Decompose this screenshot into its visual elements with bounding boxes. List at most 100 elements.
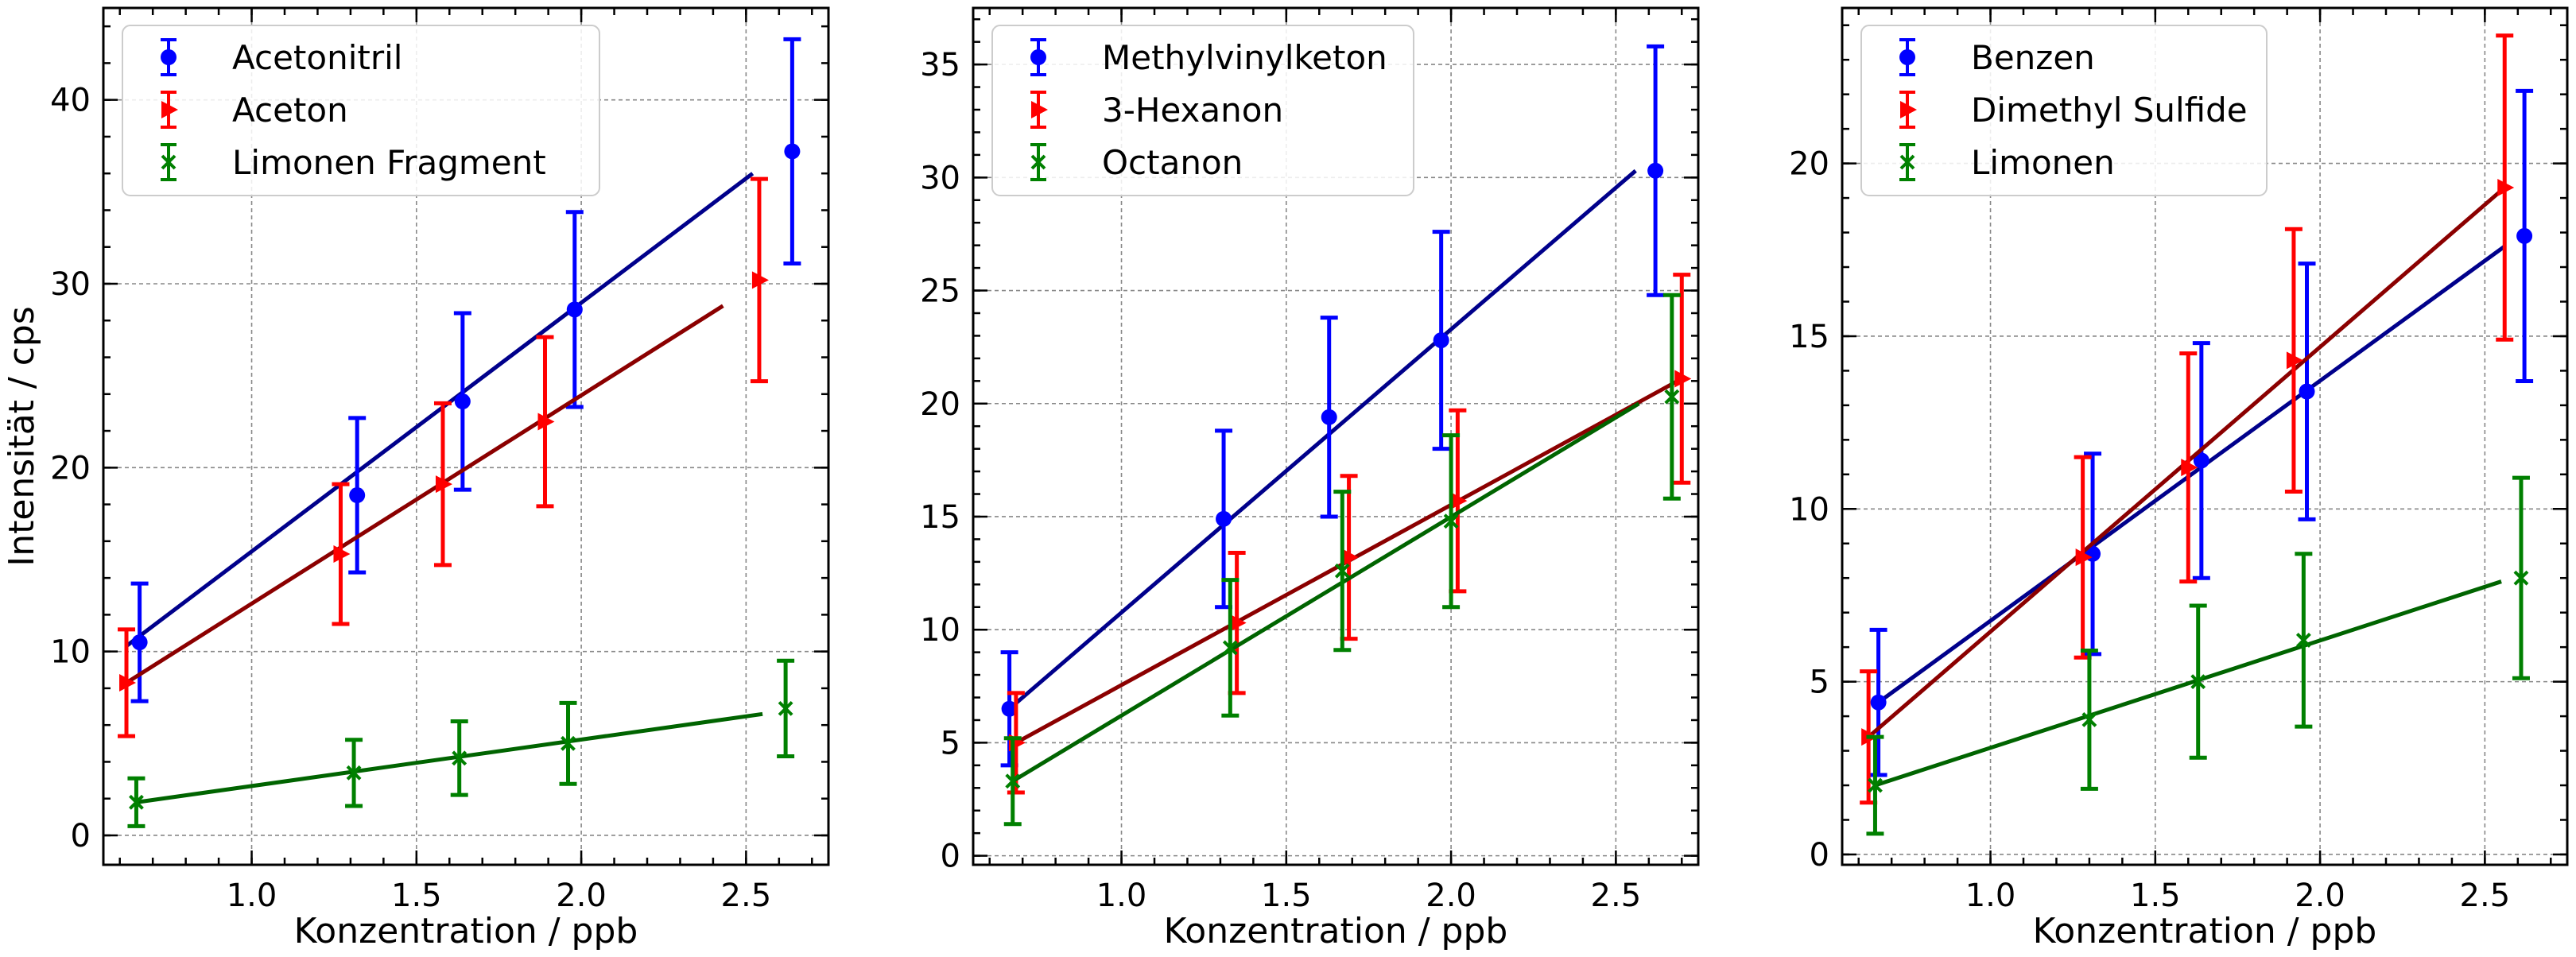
- data-point: [1001, 700, 1018, 717]
- fit-line: [136, 711, 763, 804]
- data-point: [561, 735, 576, 751]
- legend-label: Octanon: [1102, 143, 1243, 182]
- series: [127, 658, 795, 828]
- legend-label: Benzen: [1971, 38, 2095, 77]
- data-point: [1341, 548, 1359, 567]
- y-tick-label: 5: [1810, 664, 1829, 701]
- legend-marker: [1030, 49, 1046, 65]
- plot-area: [1860, 33, 2534, 836]
- legend-marker: [161, 154, 177, 170]
- data-point: [349, 487, 366, 504]
- legend-marker: [161, 49, 177, 65]
- chart-panel-1: 1.0 1.5 2.0 2.5 0 10 20 30 40 Konzentration / ppb…: [50, 6, 830, 951]
- data-point: [435, 475, 452, 494]
- x-tick-label: 1.0: [1965, 878, 2016, 914]
- legend: Methylvinylketon 3-Hexanon Octanon: [991, 25, 1414, 196]
- data-point: [2081, 712, 2097, 727]
- series: [118, 176, 769, 738]
- legend-label: Limonen: [1971, 143, 2115, 182]
- plot-area: [1000, 44, 1692, 827]
- y-tick-label: 25: [920, 273, 960, 310]
- legend-marker: [1899, 154, 1915, 170]
- fit-line: [125, 304, 724, 685]
- data-point: [346, 765, 362, 781]
- data-point: [2516, 227, 2533, 244]
- data-point: [1443, 513, 1459, 529]
- x-tick-label: 2.0: [1426, 878, 1476, 914]
- x-tick-label: 2.0: [2295, 878, 2345, 914]
- data-point: [1222, 640, 1238, 656]
- data-point: [751, 271, 769, 289]
- x-tick-label: 1.0: [1096, 878, 1147, 914]
- series: [1003, 293, 1681, 827]
- grid: [103, 8, 828, 865]
- y-tick-label: 15: [1789, 319, 1829, 355]
- legend-label: Limonen Fragment: [232, 143, 546, 182]
- legend-label: Acetonitril: [232, 38, 402, 77]
- data-point: [2513, 570, 2529, 586]
- plot-area: [118, 37, 801, 828]
- chart-panel-3: 1.0 1.5 2.0 2.5 0 5 10 15 20 Konzentration / ppb B…: [1789, 6, 2569, 951]
- legend-label: Aceton: [232, 91, 348, 130]
- data-point: [784, 143, 801, 160]
- data-point: [1450, 492, 1468, 510]
- data-point: [2299, 383, 2315, 400]
- data-point: [1870, 694, 1887, 711]
- y-tick-label: 20: [50, 450, 91, 486]
- data-point: [2181, 459, 2198, 477]
- y-tick-label: 20: [920, 386, 960, 423]
- legend-box: [122, 25, 600, 196]
- x-tick-label: 1.5: [1261, 878, 1312, 914]
- data-point: [1334, 563, 1350, 579]
- legend-marker: [1030, 154, 1046, 170]
- y-tick-label: 5: [941, 725, 960, 761]
- data-point: [1868, 777, 1883, 793]
- series: [1866, 475, 2530, 836]
- data-point: [2193, 452, 2209, 469]
- x-axis-label: Konzentration / ppb: [294, 911, 638, 951]
- data-point: [2295, 633, 2311, 648]
- fit-line: [1874, 579, 2502, 788]
- fit-line: [1877, 244, 2506, 704]
- y-tick-label: 10: [1789, 491, 1829, 528]
- legend-marker: [1031, 101, 1048, 118]
- data-point: [1321, 409, 1337, 425]
- y-tick-label: 40: [50, 83, 91, 119]
- data-point: [1433, 332, 1449, 349]
- x-tick-label: 2.5: [721, 878, 772, 914]
- y-tick-label: 10: [920, 612, 960, 649]
- fit-line: [125, 172, 755, 648]
- y-tick-label: 15: [920, 499, 960, 536]
- x-axis-label: Konzentration / ppb: [1164, 911, 1508, 951]
- fit-line: [1007, 169, 1637, 711]
- x-tick-label: 1.0: [227, 878, 277, 914]
- series: [125, 37, 801, 703]
- data-point: [131, 634, 148, 651]
- axes-frame: [1841, 6, 2569, 866]
- data-point: [1216, 510, 1232, 527]
- x-tick-label: 2.0: [556, 878, 607, 914]
- x-tick-label: 1.5: [391, 878, 442, 914]
- legend-marker: [161, 101, 178, 118]
- chart-panel-2: 1.0 1.5 2.0 2.5 0 5 10 15 20 25 30 35 Konzentration …: [920, 6, 1700, 951]
- data-point: [129, 794, 144, 810]
- legend: Benzen Dimethyl Sulfide Limonen: [1860, 25, 2268, 196]
- y-tick-label: 0: [71, 818, 91, 854]
- data-point: [566, 301, 583, 318]
- y-tick-label: 0: [941, 839, 960, 875]
- y-tick-label: 35: [920, 47, 960, 83]
- series: [1860, 33, 2515, 805]
- x-tick-label: 2.5: [1591, 878, 1642, 914]
- data-point: [2075, 548, 2093, 567]
- series: [1869, 88, 2534, 777]
- data-point: [333, 545, 351, 564]
- legend: Acetonitril Aceton Limonen Fragment: [122, 25, 600, 196]
- series: [1007, 273, 1692, 795]
- legend-marker: [1899, 49, 1915, 65]
- data-point: [1005, 773, 1021, 789]
- legend-label: Dimethyl Sulfide: [1971, 91, 2248, 130]
- data-point: [1674, 370, 1692, 388]
- data-point: [2286, 351, 2303, 370]
- data-point: [1647, 162, 1664, 179]
